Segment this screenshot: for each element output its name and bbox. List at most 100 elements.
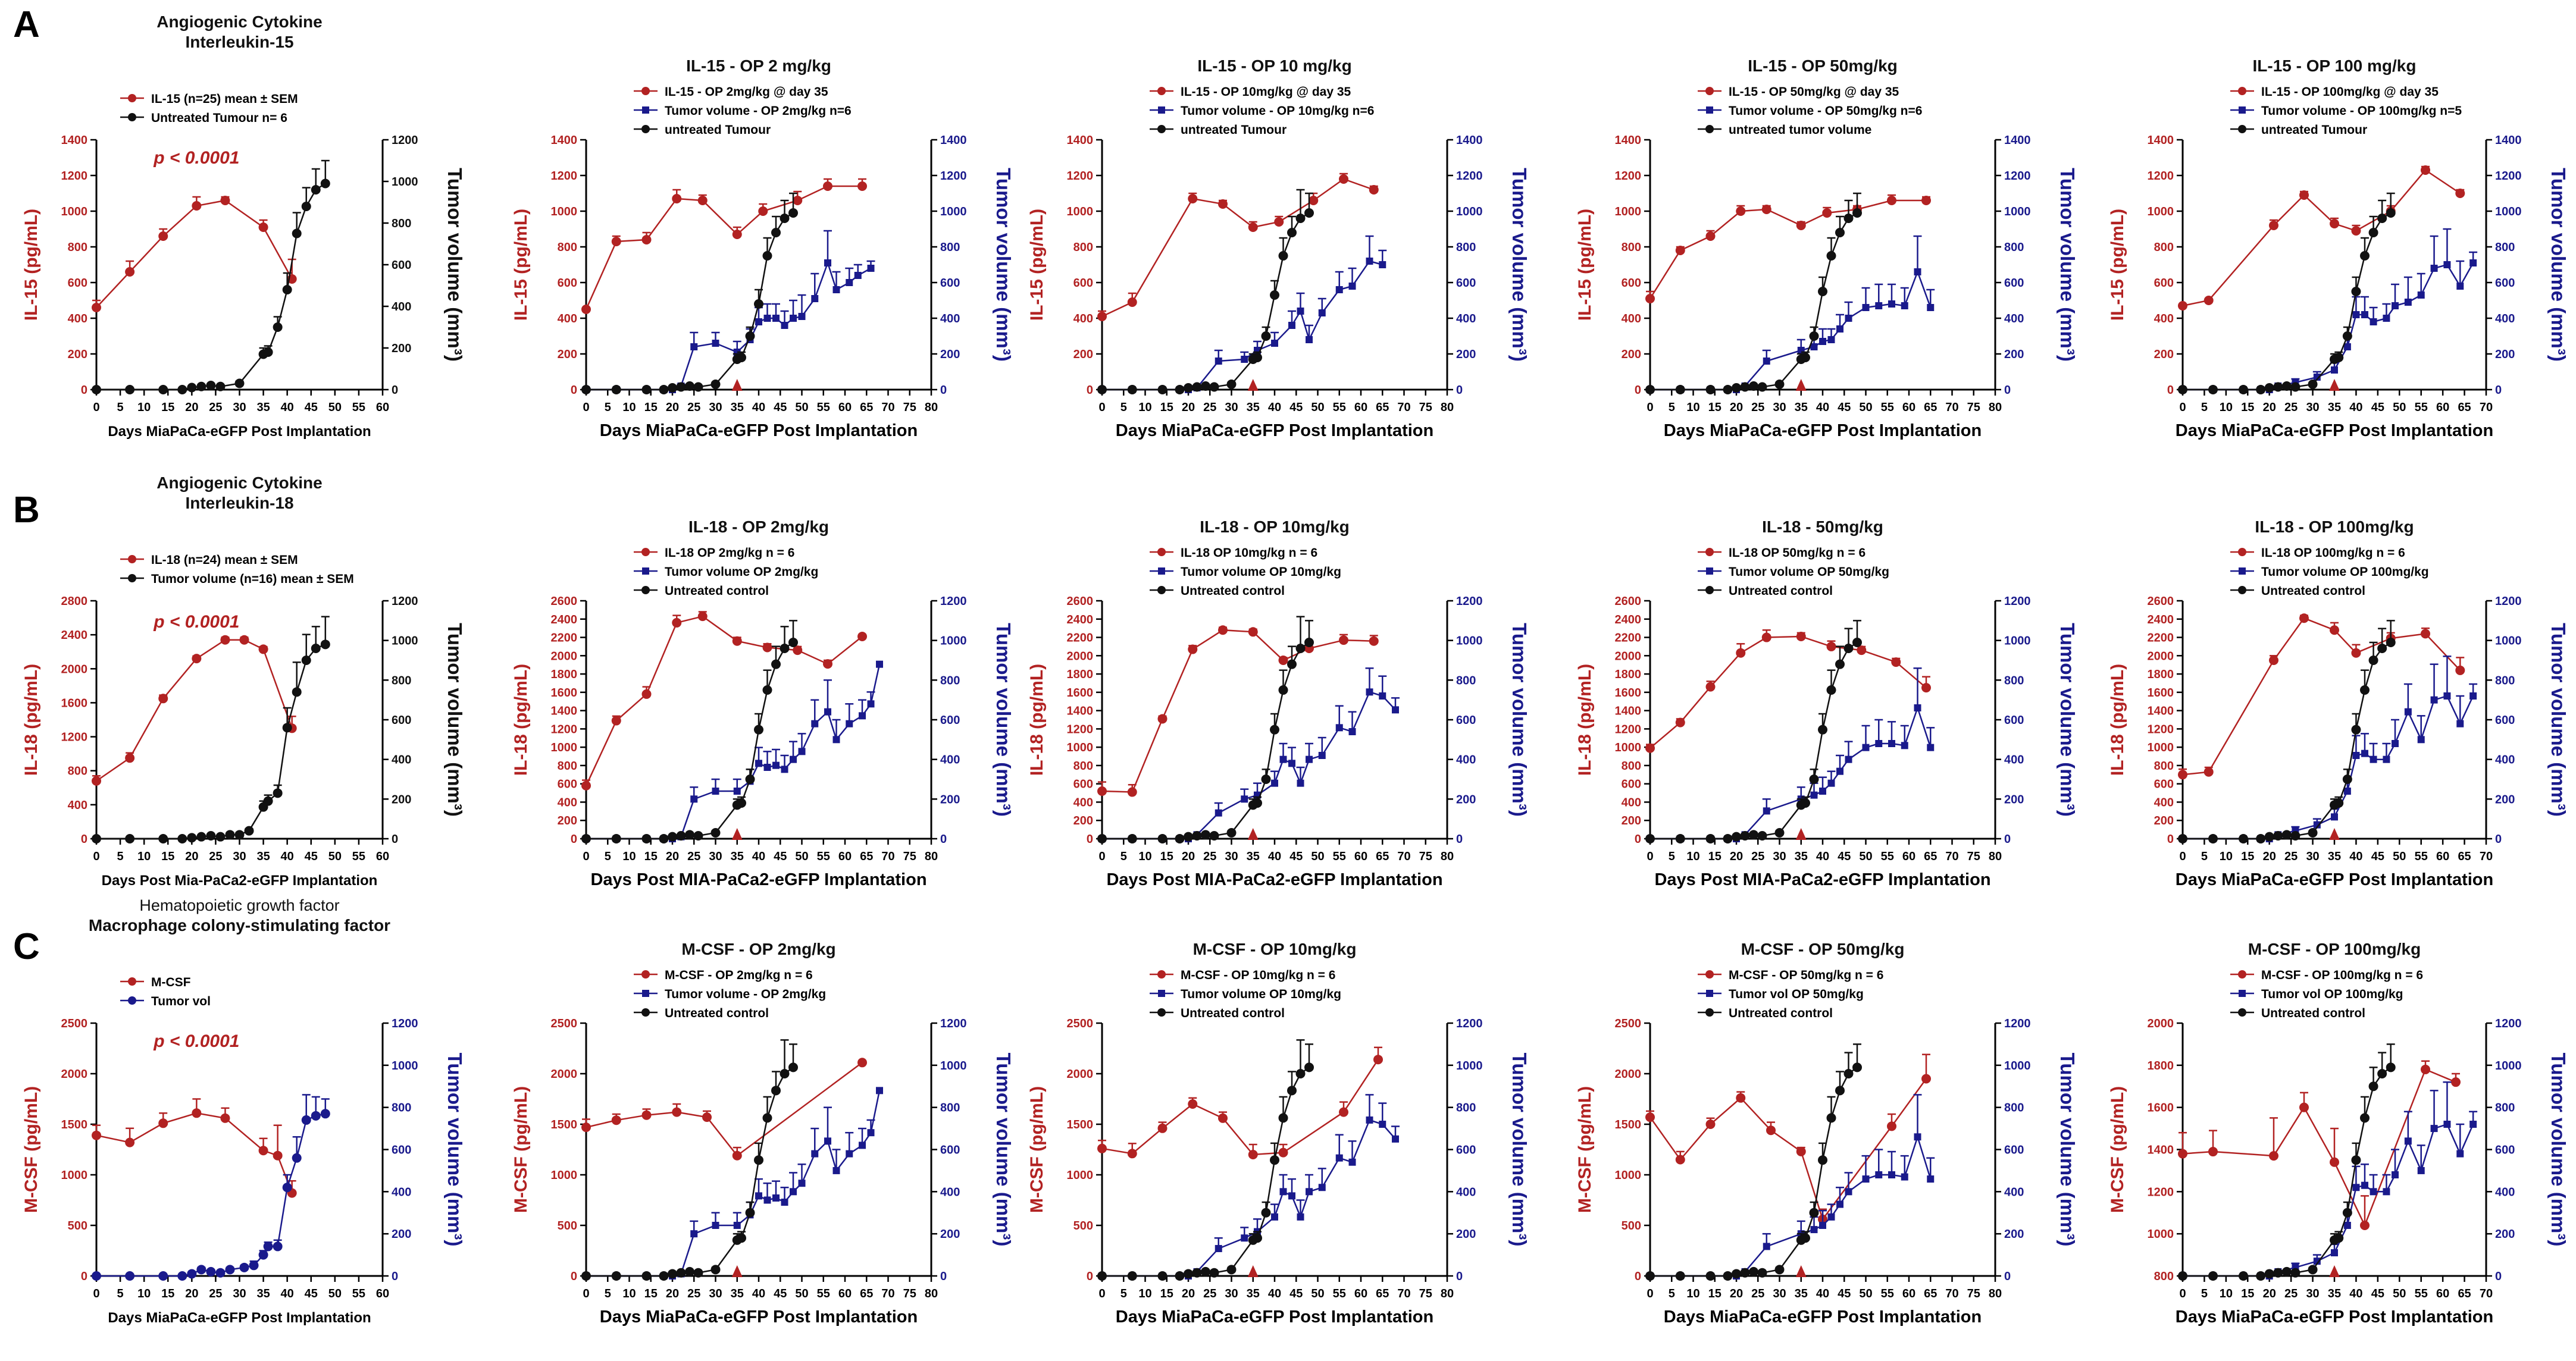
series-line-2 <box>2183 641 2392 840</box>
y-tick-label-left: 2000 <box>1615 1068 1642 1081</box>
chart-b3: IL-18 - OP 10mg/kg 0 5 10 15 20 25 30 35 40 45 50 55… <box>1027 518 1530 889</box>
data-point <box>693 1268 703 1278</box>
data-point <box>668 383 677 393</box>
series-line-2 <box>1650 212 1858 391</box>
y-tick-label-left: 400 <box>558 796 577 809</box>
y-tick-label-left: 400 <box>558 312 577 325</box>
x-tick-label: 65 <box>1376 1287 1389 1300</box>
x-tick-label: 20 <box>1730 401 1743 414</box>
data-point <box>1157 1271 1168 1281</box>
data-point <box>581 305 591 314</box>
data-point <box>263 1241 273 1252</box>
y-tick-label-left: 1000 <box>61 205 88 218</box>
y-tick-label-left: 500 <box>1622 1219 1641 1233</box>
x-tick-label: 0 <box>1098 850 1105 863</box>
x-tick-label: 20 <box>666 401 679 414</box>
data-point <box>1757 382 1767 392</box>
series-line-0 <box>1101 178 1375 318</box>
legend-marker <box>1705 586 1714 594</box>
y-tick-label-left: 1600 <box>1615 686 1642 700</box>
data-point <box>1736 1093 1746 1103</box>
y-tick-label-right: 800 <box>1456 1102 1476 1115</box>
x-tick-label: 10 <box>1138 1287 1151 1300</box>
data-point <box>258 644 268 654</box>
data-point <box>2208 385 2218 394</box>
x-tick-label: 40 <box>2349 1287 2362 1300</box>
legend-label: Untreated control <box>1181 584 1285 598</box>
data-point <box>780 1069 790 1078</box>
data-point <box>2331 1249 2338 1257</box>
data-point <box>1819 338 1826 345</box>
y-tick-label-left: 1000 <box>2148 1228 2174 1241</box>
data-point <box>2343 1222 2351 1229</box>
data-point <box>781 322 788 329</box>
data-point <box>1810 343 1818 350</box>
y-tick-label-right: 400 <box>392 754 411 767</box>
x-tick-label: 10 <box>1686 1287 1699 1300</box>
legend-marker <box>128 555 136 563</box>
data-point <box>2208 1147 2218 1157</box>
data-point <box>1740 382 1750 392</box>
x-tick-label: 10 <box>137 1287 151 1300</box>
x-axis-label: Days MiaPaCa-eGFP Post Implantation <box>2176 421 2494 440</box>
x-tick-label: 0 <box>2179 1287 2186 1300</box>
y-tick-label-right: 800 <box>1456 241 1476 254</box>
y-tick-label-right: 600 <box>2004 714 2024 727</box>
y-tick-label-left: 400 <box>68 312 87 325</box>
data-point <box>1218 199 1228 209</box>
data-point <box>2469 692 2477 700</box>
treatment-arrow-icon <box>1247 828 1259 840</box>
data-point <box>2313 374 2321 381</box>
data-point <box>811 295 819 302</box>
y-tick-label-left: 2000 <box>61 1068 88 1081</box>
x-tick-label: 10 <box>1138 401 1151 414</box>
y-axis-label-right: Tumor volume (mm³) <box>444 623 466 817</box>
x-tick-label: 45 <box>1289 401 1303 414</box>
data-point <box>754 299 763 309</box>
legend-marker <box>1157 87 1166 95</box>
x-tick-label: 60 <box>376 1287 389 1300</box>
data-point <box>2178 1271 2187 1281</box>
data-point <box>1287 1086 1297 1096</box>
x-tick-label: 60 <box>2436 1287 2449 1300</box>
x-tick-label: 55 <box>2415 1287 2428 1300</box>
y-tick-label-right: 800 <box>940 674 960 687</box>
data-point <box>1852 638 1862 647</box>
data-point <box>1127 834 1137 843</box>
data-point <box>1335 286 1343 293</box>
x-tick-label: 5 <box>117 401 124 414</box>
data-point <box>1774 828 1785 838</box>
y-tick-label-right: 0 <box>2004 384 2011 397</box>
x-tick-label: 30 <box>2306 401 2319 414</box>
data-point <box>2256 1271 2266 1281</box>
data-point <box>206 1266 216 1277</box>
data-point <box>793 645 803 656</box>
data-point <box>1218 1113 1228 1123</box>
chart-title: IL-18 - OP 100mg/kg <box>2255 518 2414 536</box>
x-tick-label: 25 <box>687 401 700 414</box>
x-tick-label: 40 <box>752 1287 765 1300</box>
x-tick-label: 20 <box>1730 850 1743 863</box>
x-tick-label: 45 <box>1289 850 1303 863</box>
data-point <box>192 654 202 664</box>
data-point <box>1763 1243 1770 1250</box>
x-tick-label: 10 <box>2220 401 2233 414</box>
data-point <box>1097 834 1107 843</box>
data-point <box>220 1113 230 1123</box>
y-tick-label-right: 800 <box>392 217 411 230</box>
x-tick-label: 25 <box>1203 1287 1216 1300</box>
data-point <box>1732 383 1741 393</box>
x-tick-label: 60 <box>1354 401 1367 414</box>
data-point <box>611 834 621 843</box>
x-tick-label: 5 <box>605 401 611 414</box>
y-tick-label-left: 1200 <box>61 170 88 183</box>
y-tick-label-right: 400 <box>940 312 960 325</box>
x-tick-label: 55 <box>1333 850 1346 863</box>
x-tick-label: 70 <box>1397 1287 1410 1300</box>
y-tick-label-right: 600 <box>940 714 960 727</box>
data-point <box>1188 644 1198 654</box>
data-point <box>158 231 168 241</box>
data-point <box>2417 1166 2425 1174</box>
data-point <box>823 181 832 191</box>
x-tick-label: 75 <box>903 1287 916 1300</box>
